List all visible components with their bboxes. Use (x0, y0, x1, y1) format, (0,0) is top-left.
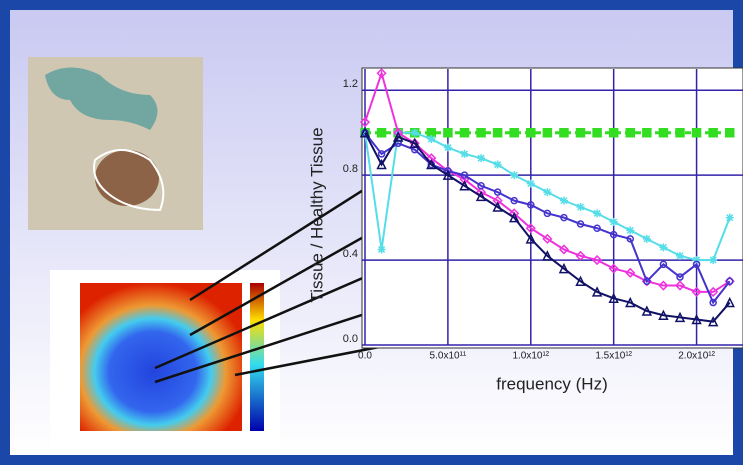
point (378, 245, 386, 253)
point (444, 129, 452, 137)
point (610, 218, 618, 226)
point (510, 171, 518, 179)
y-tick-label: 1.2 (343, 78, 358, 90)
point (610, 129, 618, 137)
point (593, 129, 601, 137)
point (726, 214, 734, 222)
point (726, 129, 734, 137)
slide: frequency (Hz) Tissue / Healthy Tissue 0… (0, 0, 743, 465)
point (527, 180, 535, 188)
x-tick-label: 1.5x10¹² (595, 351, 632, 362)
colorbar (250, 283, 264, 431)
lesion (95, 150, 159, 206)
point (477, 154, 485, 162)
point (577, 129, 585, 137)
plot-area (362, 68, 743, 348)
point (494, 161, 502, 169)
point (527, 129, 535, 137)
point (593, 209, 601, 217)
point (460, 150, 468, 158)
point (444, 144, 452, 152)
x-axis-label: frequency (Hz) (496, 374, 607, 393)
y-tick-label: 0.8 (343, 163, 358, 175)
point (709, 129, 717, 137)
point (643, 235, 651, 243)
point (709, 256, 717, 264)
x-tick-label: 2.0x10¹² (678, 351, 715, 362)
point (560, 129, 568, 137)
point (460, 129, 468, 137)
x-tick-label: 5.0x10¹¹ (430, 351, 467, 362)
point (676, 129, 684, 137)
y-tick-label: 0.0 (343, 333, 358, 345)
point (494, 129, 502, 137)
y-axis-label: Tissue / Healthy Tissue (307, 127, 326, 302)
point (577, 203, 585, 211)
point (477, 129, 485, 137)
point (659, 129, 667, 137)
x-tick-label: 1.0x10¹² (512, 351, 549, 362)
point (510, 129, 518, 137)
point (543, 129, 551, 137)
point (626, 226, 634, 234)
point (560, 197, 568, 205)
x-tick-label: 0.0 (358, 351, 372, 362)
point (411, 129, 419, 137)
point (676, 252, 684, 260)
point (378, 129, 386, 137)
point (643, 129, 651, 137)
y-tick-label: 0.4 (343, 248, 358, 260)
page: frequency (Hz) Tissue / Healthy Tissue 0… (0, 0, 743, 465)
point (693, 129, 701, 137)
point (543, 188, 551, 196)
point (626, 129, 634, 137)
point (659, 243, 667, 251)
heatmap (80, 283, 242, 431)
point (427, 135, 435, 143)
